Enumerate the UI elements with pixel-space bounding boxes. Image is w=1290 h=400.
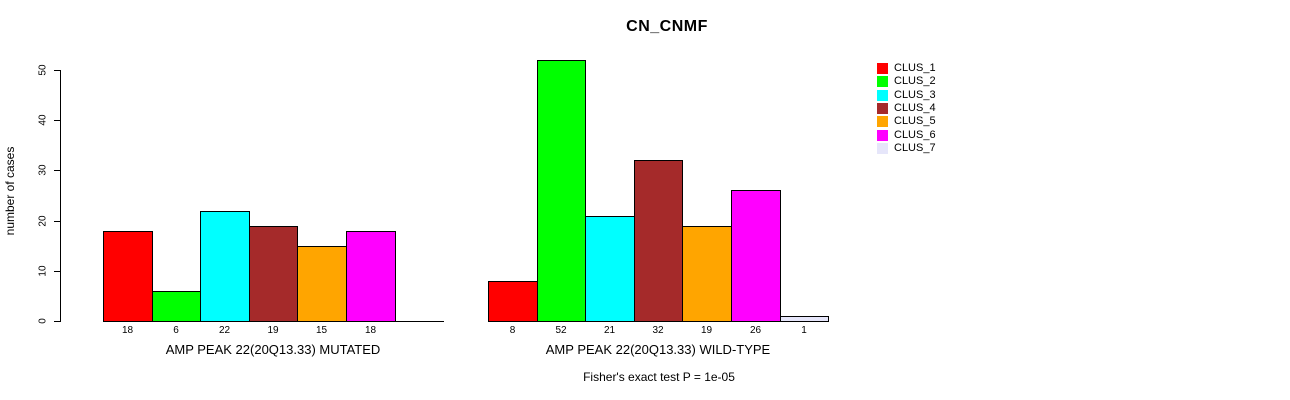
bar-value-label: 6 [173, 325, 179, 336]
legend-swatch [877, 62, 888, 74]
bar-value-label: 52 [555, 325, 567, 336]
y-tick-mark [54, 170, 60, 171]
legend-swatch [877, 102, 888, 114]
bar [731, 190, 781, 322]
y-tick-mark [54, 70, 60, 71]
y-axis-line [60, 70, 61, 322]
y-tick-mark [54, 221, 60, 222]
legend-label: CLUS_4 [894, 102, 936, 114]
bar [634, 160, 683, 322]
group-axis-label: AMP PEAK 22(20Q13.33) MUTATED [165, 342, 381, 357]
y-tick-label: 20 [37, 215, 49, 227]
bar-value-label: 19 [700, 325, 713, 336]
legend-label: CLUS_7 [894, 142, 936, 154]
legend-item: CLUS_5 [877, 115, 936, 127]
legend-swatch [877, 75, 888, 87]
bar [103, 231, 153, 322]
bar-value-label: 21 [603, 325, 616, 336]
bar-value-label: 22 [218, 325, 231, 336]
legend-label: CLUS_2 [894, 75, 936, 87]
y-tick-label: 10 [37, 265, 49, 277]
bar-value-label: 19 [267, 325, 279, 336]
legend-item: CLUS_3 [877, 89, 936, 101]
y-tick-label: 50 [37, 64, 49, 76]
bar-value-label: 15 [315, 325, 328, 336]
y-tick-mark [54, 321, 60, 322]
bar [488, 281, 538, 322]
legend-item: CLUS_2 [877, 75, 936, 87]
bar-value-label: 18 [364, 325, 377, 336]
fisher-test-annotation: Fisher's exact test P = 1e-05 [583, 370, 735, 384]
group-axis-label: AMP PEAK 22(20Q13.33) WILD-TYPE [545, 342, 771, 357]
legend-swatch [877, 129, 888, 141]
bar-value-label: 8 [509, 325, 516, 336]
bar [152, 291, 201, 322]
chart-title: CN_CNMF [626, 18, 708, 35]
legend-label: CLUS_5 [894, 115, 936, 127]
legend-label: CLUS_6 [894, 129, 936, 141]
legend-swatch [877, 89, 888, 101]
legend-swatch [877, 142, 888, 154]
bar [537, 60, 586, 322]
legend-label: CLUS_3 [894, 89, 936, 101]
bar-value-label: 18 [121, 325, 134, 336]
bar [297, 246, 347, 322]
y-tick-mark [54, 120, 60, 121]
y-tick-label: 30 [37, 164, 49, 176]
y-tick-label: 0 [37, 318, 49, 324]
legend-item: CLUS_6 [877, 129, 936, 141]
bar [346, 231, 396, 322]
bar [780, 316, 829, 322]
bar-value-label: 26 [749, 325, 762, 336]
legend-item: CLUS_1 [877, 62, 936, 74]
y-axis-label: number of cases [3, 146, 17, 236]
bar [200, 211, 250, 322]
bar-value-label: 32 [652, 325, 664, 336]
bar [585, 216, 635, 322]
legend-item: CLUS_4 [877, 102, 936, 114]
legend-swatch [877, 115, 888, 127]
legend-item: CLUS_7 [877, 142, 936, 154]
legend-label: CLUS_1 [894, 62, 936, 74]
y-tick-mark [54, 271, 60, 272]
y-tick-label: 40 [37, 114, 49, 126]
bar-value-label: 1 [801, 325, 807, 336]
bar [249, 226, 298, 322]
bar [682, 226, 732, 322]
